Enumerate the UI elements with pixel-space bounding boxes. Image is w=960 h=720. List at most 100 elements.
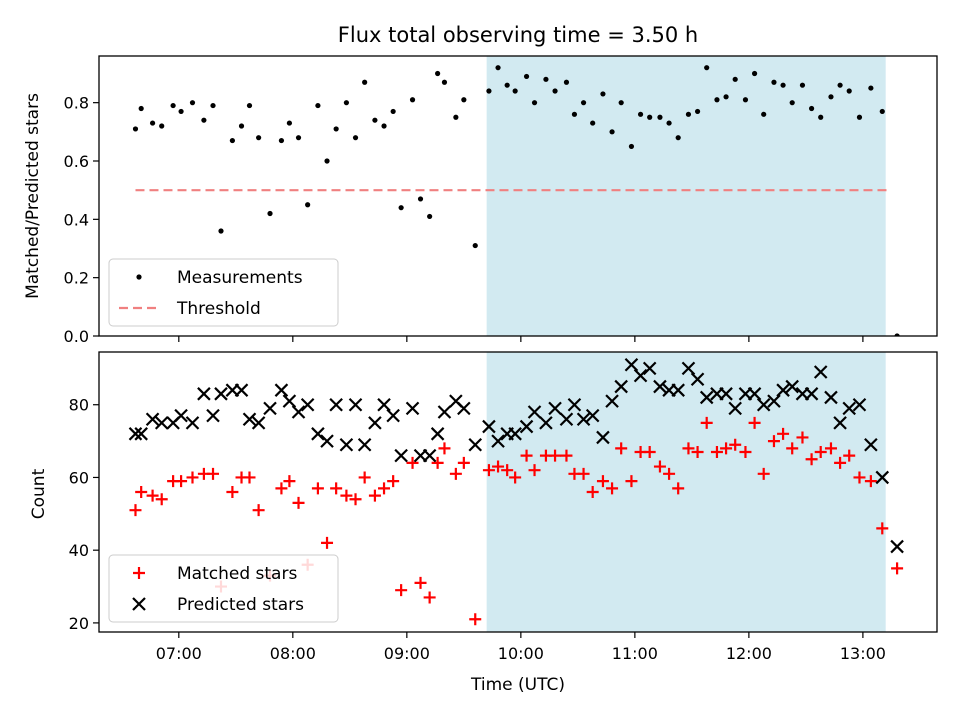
matched-stars-point — [864, 475, 877, 488]
predicted-stars-point — [539, 416, 553, 430]
measurements-point — [229, 137, 235, 144]
measurements-point — [201, 117, 207, 123]
measurements-point — [742, 97, 749, 103]
count-panel: 20 40 60 80 07:00 08:00 09:00 10:00 11:00 12:00 13… — [69, 351, 938, 663]
predicted-stars-point — [437, 405, 452, 419]
y-tick-label: 40 — [69, 541, 89, 560]
predicted-stars-point — [134, 427, 148, 441]
matched-stars-point — [739, 446, 752, 458]
predicted-stars-point — [329, 397, 343, 412]
measurements-point — [856, 114, 863, 120]
measurements-point — [609, 129, 615, 135]
predicted-stars-point — [852, 397, 867, 412]
matched-stars-point — [155, 493, 168, 506]
x-tick-label: 10:00 — [498, 644, 544, 663]
x-tick-label: 13:00 — [840, 644, 886, 663]
predicted-stars-point — [291, 405, 306, 419]
predicted-stars-point — [185, 416, 200, 430]
predicted-stars-point — [699, 390, 714, 405]
observing-window-shading — [486, 352, 886, 632]
measurements-point — [441, 79, 448, 85]
predicted-stars-point — [508, 427, 522, 441]
legend-marker — [133, 567, 145, 579]
count-panel-xlabel: Time (UTC) — [470, 675, 565, 695]
matched-stars-point — [814, 446, 827, 458]
measurements-point — [372, 117, 378, 123]
measurements-point — [381, 123, 387, 129]
matched-stars-point — [653, 460, 666, 473]
legend-marker — [136, 274, 142, 280]
predicted-stars-point — [719, 387, 733, 401]
predicted-stars-point — [482, 419, 496, 434]
matched-stars-point — [625, 475, 638, 488]
predicted-stars-point — [300, 397, 315, 412]
observing-window-shading — [486, 56, 886, 336]
predicted-stars-point — [747, 387, 762, 401]
measurements-point — [563, 79, 570, 85]
measurements-point — [714, 97, 720, 103]
measurements-point — [523, 73, 530, 80]
measurements-point — [453, 114, 459, 120]
matched-stars-point — [175, 475, 188, 488]
legend-label: Measurements — [177, 268, 303, 288]
matched-stars-point — [186, 471, 199, 484]
matched-stars-point — [321, 536, 334, 549]
predicted-stars-point — [339, 437, 354, 452]
matched-stars-point — [824, 442, 837, 455]
legend-label: Predicted stars — [177, 595, 304, 615]
figure-title: Flux total observing time = 3.50 h — [338, 23, 698, 47]
measurements-point — [324, 158, 330, 164]
predicted-stars-point — [128, 427, 143, 441]
matched-stars-point — [777, 427, 790, 440]
measurements-point — [543, 76, 549, 82]
predicted-stars-point — [491, 434, 505, 448]
predicted-stars-point — [633, 368, 648, 383]
ratio-panel-ylabel: Matched/Predicted stars — [23, 93, 43, 299]
matched-stars-point — [283, 475, 296, 488]
matched-stars-point — [501, 464, 514, 477]
predicted-stars-point — [214, 387, 228, 401]
matched-stars-point — [292, 496, 305, 509]
measurements-point — [647, 114, 653, 120]
measurements-point — [666, 120, 672, 126]
matched-stars-point — [520, 449, 533, 462]
matched-stars-point — [509, 471, 522, 484]
matched-stars-point — [457, 456, 470, 469]
matched-stars-point — [876, 522, 889, 535]
measurements-point — [789, 100, 795, 106]
measurements-point — [218, 228, 224, 234]
legend: Matched stars Predicted stars — [108, 554, 339, 623]
legend-label: Matched stars — [177, 564, 297, 584]
predicted-stars-point — [251, 416, 266, 430]
x-tick-label: 09:00 — [384, 644, 430, 663]
measurements-point — [390, 108, 396, 115]
measurements-point — [600, 91, 606, 97]
predicted-stars-point — [585, 408, 600, 423]
measurements-point — [837, 82, 843, 88]
matched-stars-point — [330, 482, 343, 495]
ratio-panel: 0.0 0.2 0.4 0.6 0.8 Measurements Threshold — [64, 55, 938, 346]
measurements-point — [657, 114, 663, 120]
measurements-point — [398, 205, 404, 211]
legend-label: Threshold — [176, 299, 261, 319]
predicted-stars-point — [559, 412, 574, 427]
measurements-point — [246, 102, 253, 109]
measurements-point — [495, 65, 501, 71]
matched-stars-point — [577, 467, 590, 480]
matched-stars-point — [358, 471, 371, 484]
matched-stars-point — [492, 460, 505, 473]
measurements-point — [343, 100, 350, 106]
predicted-stars-point — [430, 427, 445, 441]
matched-stars-point — [469, 613, 482, 626]
measurements-point — [170, 102, 176, 109]
predicted-stars-point — [527, 405, 542, 419]
matched-stars-point — [796, 431, 809, 444]
matched-stars-point — [767, 435, 780, 448]
predicted-stars-point — [614, 379, 628, 394]
measurements-point — [799, 82, 806, 88]
predicted-stars-point — [690, 372, 705, 387]
predicted-stars-point — [377, 397, 391, 412]
measurements-point — [571, 111, 578, 117]
predicted-stars-point — [728, 401, 742, 416]
measurements-point — [879, 108, 885, 115]
